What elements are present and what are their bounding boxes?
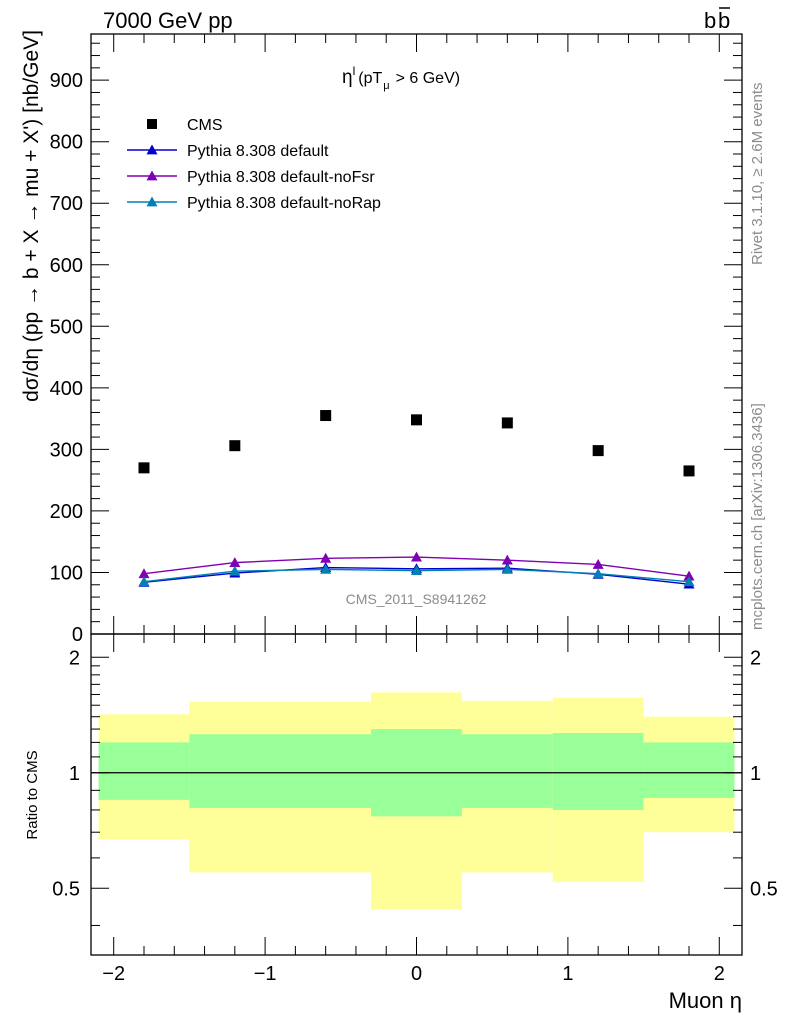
legend-label: Pythia 8.308 default-noRap [187, 195, 381, 212]
x-tick-label: −1 [254, 963, 277, 985]
legend-marker-triangle [146, 170, 158, 181]
plot-title-main: η [342, 67, 353, 88]
rivet-label: Rivet 3.1.10, ≥ 2.6M events [749, 83, 766, 266]
main-y-tick-label: 500 [50, 316, 83, 338]
x-tick-label: 2 [714, 963, 725, 985]
main-y-tick-label: 200 [50, 501, 83, 523]
main-y-tick-label: 0 [72, 624, 83, 646]
analysis-watermark: CMS_2011_S8941262 [346, 591, 487, 607]
legend-marker-triangle [146, 196, 158, 207]
legend-label: CMS [187, 117, 223, 134]
cms-point [683, 465, 695, 477]
main-y-tick-label: 400 [50, 378, 83, 400]
mcplots-label: mcplots.cern.ch [arXiv:1306.3436] [749, 403, 766, 630]
header-right: b [704, 8, 716, 33]
plot-title-sup: l [353, 64, 356, 78]
series-point [411, 551, 422, 562]
series-point [229, 565, 241, 576]
main-y-tick-label: 100 [50, 562, 83, 584]
series-point [592, 558, 604, 569]
main-y-tick-label: 800 [50, 132, 83, 154]
series-point [501, 563, 513, 574]
ratio-x-axis-title: Muon η [669, 988, 742, 1013]
x-tick-label: −2 [102, 963, 125, 985]
ratio-y-axis-title: Ratio to CMS [24, 750, 41, 839]
cms-point [138, 462, 150, 474]
main-y-tick-label: 700 [50, 193, 83, 215]
main-y-tick-label: 300 [50, 439, 83, 461]
legend-marker-square [147, 119, 157, 129]
ratio-inner-band [552, 732, 644, 810]
series-point [229, 557, 241, 568]
main-series [138, 410, 695, 589]
series-point [138, 568, 150, 579]
main-y-tick-label: 900 [50, 70, 83, 92]
ratio-y-tick-label-right: 2 [750, 647, 761, 669]
legend-marker-triangle [146, 144, 158, 155]
plot-title-cut-rest: > 6 GeV) [396, 70, 460, 87]
legend-label: Pythia 8.308 default [187, 143, 329, 160]
x-tick-label: 0 [411, 963, 422, 985]
ratio-y-tick-label: 2 [69, 647, 80, 669]
header-right-bar: b [718, 8, 730, 33]
ratio-y-tick-label-right: 0.5 [750, 878, 778, 900]
legend: CMS Pythia 8.308 default Pythia 8.308 defa… [127, 117, 381, 212]
ratio-y-tick-label: 0.5 [52, 878, 80, 900]
series-point [683, 576, 695, 587]
main-y-tick-label: 600 [50, 255, 83, 277]
ratio-inner-band [189, 734, 372, 808]
tick-labels: 0 100 200 300 400 500 600 700 800 900 0.5 0.5 1 1 2 2 −2… [50, 70, 778, 985]
series-point [138, 576, 150, 587]
ratio-inner-band [643, 742, 735, 798]
axes [90, 33, 743, 956]
cms-point [592, 445, 604, 457]
plot-title-cut-open: (pT [358, 70, 382, 87]
cms-point [411, 414, 422, 426]
main-y-axis-title: dσ/dη (pp → b + X → mu + X') [nb/GeV] [20, 30, 43, 402]
ratio-y-tick-label-right: 1 [750, 763, 761, 785]
series-point [501, 554, 513, 565]
plot-title-cut-sub: μ [383, 80, 389, 92]
ratio-y-tick-label: 1 [69, 763, 80, 785]
series-point [320, 552, 332, 563]
plot-title: ηl (pTμ > 6 GeV) [342, 64, 460, 92]
cms-point [229, 440, 241, 452]
ratio-bands [91, 692, 742, 910]
cms-point [501, 417, 513, 429]
ratio-inner-band [98, 742, 190, 800]
series-point [411, 565, 422, 576]
series-point [320, 563, 332, 574]
cms-point [320, 410, 332, 422]
series-point [592, 568, 604, 579]
series-point [683, 570, 695, 581]
header-left: 7000 GeV pp [103, 8, 233, 33]
legend-label: Pythia 8.308 default-noFsr [187, 169, 375, 186]
x-tick-label: 1 [562, 963, 573, 985]
ratio-inner-band [461, 734, 553, 808]
